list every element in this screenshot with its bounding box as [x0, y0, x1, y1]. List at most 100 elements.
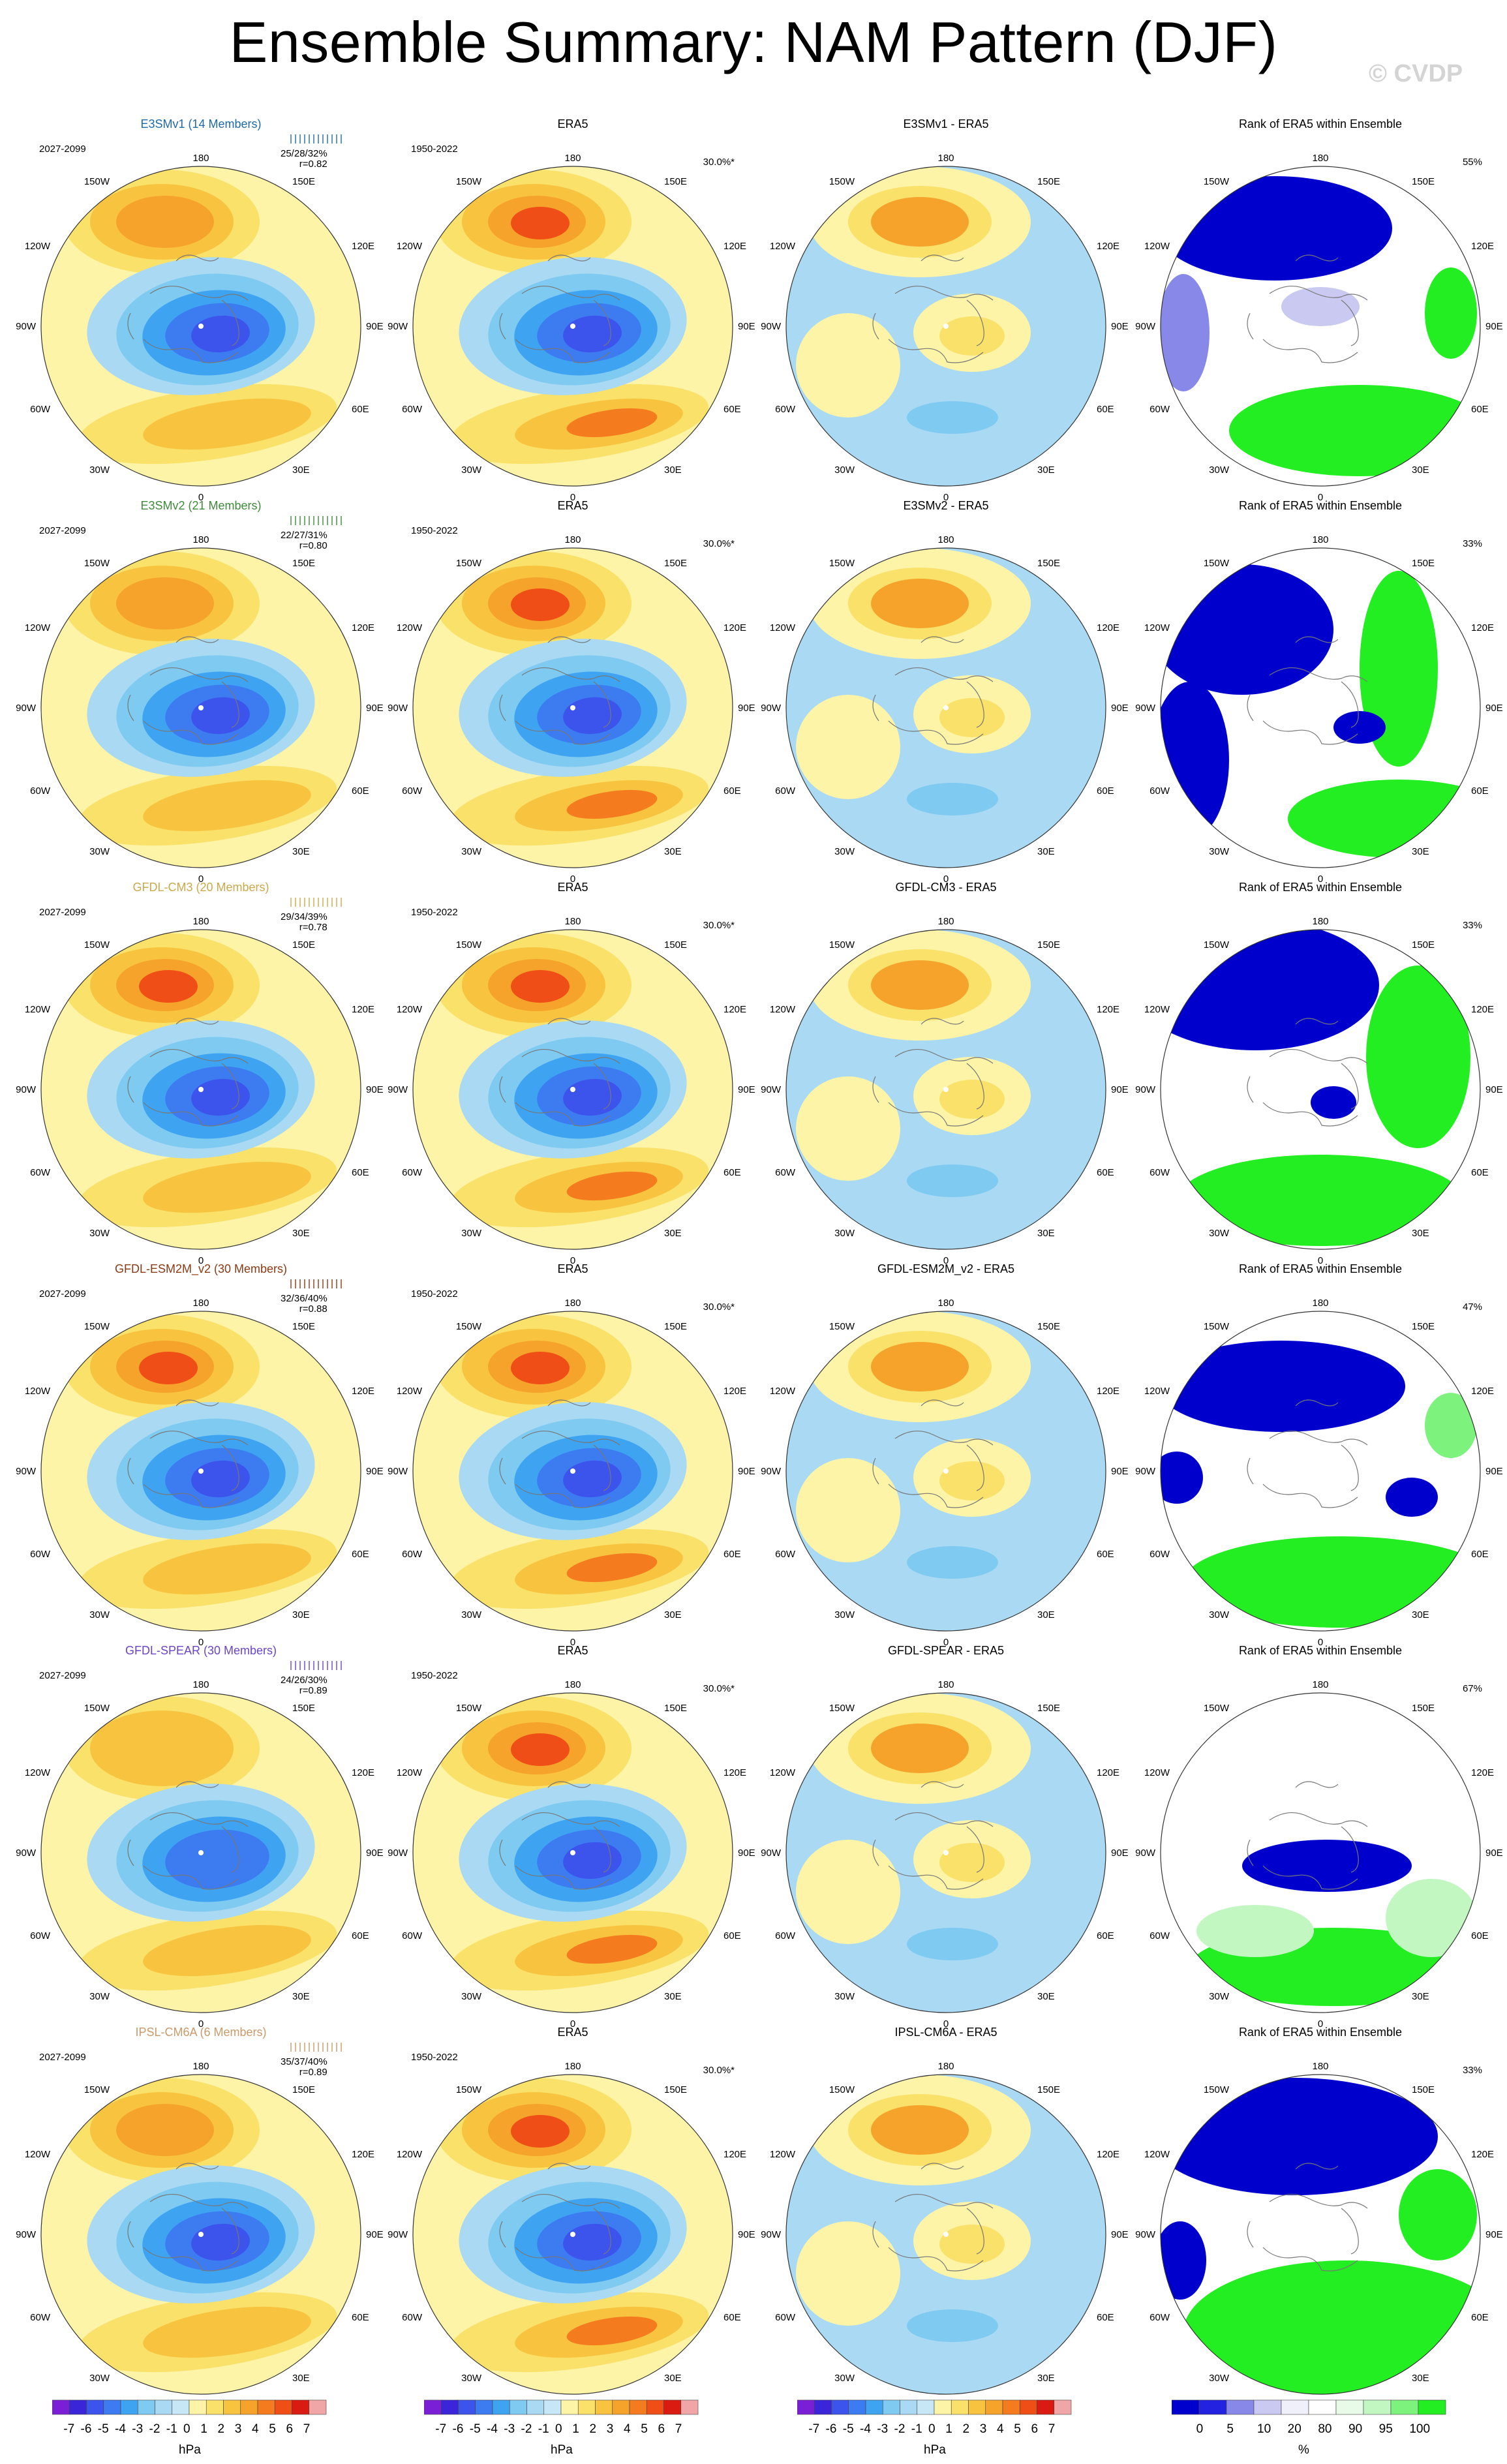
- polar-map: 180 0 90W 90E 150W 120W 150E 120E 60W 30W 60E 30E: [16, 534, 384, 885]
- colorbar-label: -4: [487, 2422, 498, 2436]
- lon-label-90E: 90E: [366, 1466, 384, 1477]
- arctic-diff: [939, 1080, 1005, 1119]
- coastline: [521, 2193, 620, 2209]
- coastline: [921, 254, 964, 262]
- lon-label-90E: 90E: [366, 321, 384, 332]
- lon-label-30E: 30E: [1412, 1609, 1429, 1620]
- colorbar-swatch: [951, 2399, 969, 2415]
- era5-title: ERA5: [557, 2026, 588, 2039]
- rank-region: [1161, 2221, 1206, 2300]
- colorbar-swatch: [189, 2399, 207, 2415]
- lon-label-30W: 30W: [1209, 464, 1230, 476]
- lon-label-30E: 30E: [292, 1228, 310, 1239]
- lon-label-90W: 90W: [388, 2229, 408, 2240]
- coastline: [221, 1826, 239, 1873]
- lon-label-180: 180: [564, 2061, 581, 2072]
- lon-label-60W: 60W: [1149, 1930, 1170, 1941]
- lon-label-120W: 120W: [1144, 241, 1170, 252]
- lon-label-120W: 120W: [397, 2149, 423, 2160]
- coastline: [966, 299, 984, 346]
- coastline: [593, 1063, 611, 1110]
- lon-label-30E: 30E: [664, 2373, 682, 2384]
- year-range: 1950-2022: [411, 907, 458, 918]
- era5-pct-variance: 30.0%*: [703, 538, 735, 549]
- lon-label-150E: 150E: [292, 1321, 315, 1332]
- lon-label-30W: 30W: [89, 2373, 110, 2384]
- pacific-high: [116, 577, 214, 630]
- pacific-high: [90, 1711, 234, 1786]
- atlantic-diff: [796, 313, 900, 418]
- lon-label-60E: 60E: [723, 1549, 741, 1560]
- lon-label-150E: 150E: [664, 558, 687, 569]
- lon-label-30E: 30E: [1037, 846, 1055, 857]
- polar-map: 180 0 90W 90E 150W 120W 150E 120E 60W 30W 60E 30E: [388, 534, 755, 885]
- atlantic-high: [143, 1161, 311, 1213]
- lon-label-60E: 60E: [723, 2312, 741, 2323]
- lon-label-180: 180: [1312, 1679, 1328, 1690]
- rank-region: [1183, 1536, 1480, 1628]
- lon-label-60W: 60W: [30, 785, 51, 797]
- lon-label-150W: 150W: [84, 2084, 110, 2095]
- lon-label-120E: 120E: [1471, 1386, 1494, 1397]
- lon-label-30E: 30E: [664, 846, 682, 857]
- colorbar-label: -2: [521, 2422, 532, 2436]
- difference-panel: GFDL-SPEAR - ERA5 180 0 90W 90E 150W 120W 150E 1…: [758, 1644, 1134, 2030]
- coastline: [143, 1102, 239, 1127]
- lon-label-90E: 90E: [738, 321, 755, 332]
- lon-label-60E: 60E: [723, 404, 741, 415]
- lon-label-150E: 150E: [292, 558, 315, 569]
- lon-label-60E: 60E: [1097, 404, 1114, 415]
- variance-stats: 24/26/30% r=0.89: [281, 1675, 327, 1696]
- lon-label-90W: 90W: [16, 2229, 37, 2240]
- year-range: 1950-2022: [411, 144, 458, 155]
- lon-label-60W: 60W: [1149, 1549, 1170, 1560]
- atlantic-diff: [796, 1840, 900, 1944]
- coastline: [521, 1812, 620, 1827]
- coastline: [1247, 1076, 1254, 1103]
- lon-label-90W: 90W: [16, 1084, 37, 1095]
- coastline: [221, 1444, 239, 1491]
- coastline: [1269, 1812, 1368, 1827]
- lon-label-120W: 120W: [770, 2149, 796, 2160]
- coastline: [127, 1457, 134, 1485]
- model-pattern-panel: E3SMv1 (14 Members) 2027-2099 25/28/32% r=0…: [13, 117, 389, 503]
- colorbar-label: 2: [217, 2422, 225, 2436]
- colorbar-label: -5: [97, 2422, 109, 2436]
- arctic-diff: [939, 698, 1005, 737]
- lon-label-90E: 90E: [1485, 703, 1503, 714]
- lon-label-120W: 120W: [770, 1004, 796, 1015]
- colorbar-swatch: [1335, 2399, 1364, 2415]
- lon-label-30W: 30W: [89, 1228, 110, 1239]
- colorbar-swatch: [595, 2399, 613, 2415]
- lon-label-120W: 120W: [1144, 622, 1170, 633]
- coastline: [521, 285, 620, 301]
- lon-label-150W: 150W: [1204, 176, 1230, 187]
- map-outline: [785, 929, 1106, 1250]
- lon-label-150E: 150E: [1412, 939, 1435, 951]
- coastline: [1295, 2163, 1339, 2170]
- coastline: [175, 1018, 219, 1025]
- lon-label-120W: 120W: [25, 622, 51, 633]
- lon-label-150W: 150W: [829, 1703, 855, 1714]
- pct-variance: 29/34/39%: [281, 911, 327, 922]
- lon-label-60W: 60W: [1149, 404, 1170, 415]
- coastline: [149, 1048, 249, 1064]
- lon-label-60E: 60E: [1471, 1930, 1489, 1941]
- lon-label-120E: 120E: [352, 1004, 374, 1015]
- pacific-diff: [871, 1724, 969, 1773]
- map-outline: [785, 1692, 1106, 2013]
- north-pole-marker: [570, 1850, 575, 1855]
- lon-label-90W: 90W: [1135, 1084, 1156, 1095]
- atlantic-high: [143, 1543, 311, 1595]
- lon-label-120E: 120E: [723, 1767, 746, 1778]
- pattern-correlation: r=0.88: [299, 1303, 327, 1315]
- lon-label-30E: 30E: [664, 1228, 682, 1239]
- model-title: GFDL-CM3 (20 Members): [132, 881, 269, 894]
- lon-label-30E: 30E: [664, 1609, 682, 1620]
- lon-label-30E: 30E: [292, 464, 310, 476]
- north-pole-marker: [198, 705, 204, 710]
- lon-label-150W: 150W: [456, 939, 482, 951]
- coastline: [872, 1076, 879, 1103]
- diff-title: E3SMv2 - ERA5: [903, 499, 989, 512]
- pacific-high: [511, 970, 570, 1003]
